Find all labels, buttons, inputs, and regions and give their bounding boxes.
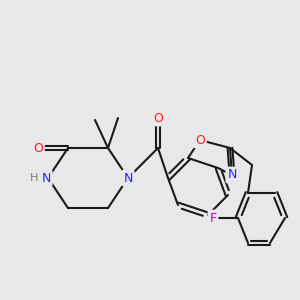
Text: O: O [153,112,163,124]
Text: N: N [41,172,51,184]
Text: H: H [30,173,38,183]
Text: F: F [209,212,217,224]
Text: N: N [123,172,133,184]
Text: O: O [33,142,43,154]
Text: O: O [195,134,205,146]
Text: N: N [227,169,237,182]
